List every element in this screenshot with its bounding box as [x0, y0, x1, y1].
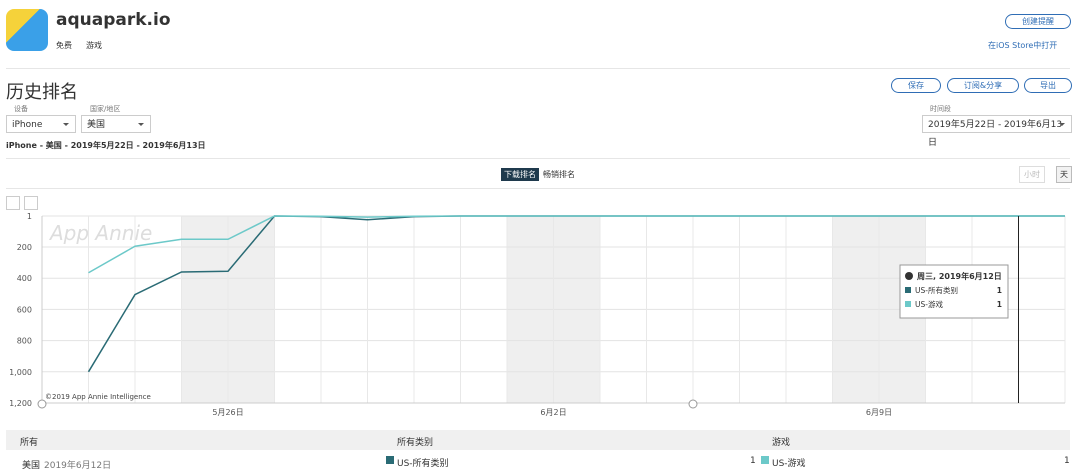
- y-tick-label: 800: [17, 337, 32, 346]
- chart: App Annie 1 200 400 600 800 1,000 1,200 5月26日 6月2…: [9, 212, 1066, 417]
- date-cell: 2019年6月12日: [44, 461, 112, 471]
- divider: [6, 158, 1070, 159]
- device-select[interactable]: iPhone: [6, 115, 76, 133]
- export-button[interactable]: 导出: [1024, 78, 1072, 93]
- tooltip-series: US-所有类别: [915, 285, 958, 295]
- value-cell: 1: [1064, 456, 1070, 466]
- tooltip-swatch: [905, 301, 911, 307]
- app-icon: [6, 9, 48, 51]
- alert-button[interactable]: 创建提醒: [1005, 14, 1071, 29]
- watermark: App Annie: [48, 221, 152, 245]
- divider: [6, 188, 1070, 189]
- genre: 游戏: [86, 41, 102, 50]
- share-button[interactable]: 订阅&分享: [947, 78, 1019, 93]
- granularity-option[interactable]: 天: [1056, 166, 1072, 183]
- y-tick-label: 1,200: [9, 399, 32, 408]
- tooltip-value: 1: [997, 300, 1002, 309]
- tooltip-series: US-游戏: [915, 299, 943, 309]
- tooltip: [899, 264, 1009, 319]
- zoom-button[interactable]: [24, 196, 38, 210]
- y-tick-label: 600: [17, 305, 32, 314]
- country-label: 国家/地区: [90, 105, 121, 113]
- table-header-cell: 游戏: [772, 438, 791, 448]
- country-cell: 美国: [22, 461, 41, 471]
- divider: [6, 68, 1070, 69]
- tooltip-swatch: [905, 287, 911, 293]
- reset-button[interactable]: [6, 196, 20, 210]
- y-tick-label: 200: [17, 243, 32, 252]
- value-cell: 1: [750, 456, 756, 466]
- tooltip-icon: [905, 272, 913, 280]
- x-tick-label: 6月2日: [540, 408, 566, 417]
- swatch: [386, 456, 394, 464]
- page-title: 历史排名: [6, 82, 78, 103]
- app-name: aquapark.io: [56, 10, 171, 30]
- table-header: [6, 430, 1070, 450]
- device-label: 设备: [14, 105, 28, 113]
- price: 免费: [56, 41, 72, 50]
- x-tick-label: 6月9日: [866, 408, 892, 417]
- tab-active[interactable]: 下载排名: [501, 168, 539, 181]
- x-tick-label: 5月26日: [212, 408, 243, 417]
- country-select[interactable]: 美国: [81, 115, 151, 133]
- tooltip-value: 1: [997, 286, 1002, 295]
- swatch: [761, 456, 769, 464]
- series-cell: US-所有类别: [397, 459, 449, 469]
- save-button[interactable]: 保存: [891, 78, 941, 93]
- granularity-option[interactable]: 小时: [1019, 166, 1045, 183]
- tab[interactable]: 畅销排名: [543, 170, 575, 179]
- navigator-handle: [688, 399, 698, 409]
- y-tick-label: 400: [17, 274, 32, 283]
- y-tick-label: 1: [27, 212, 32, 221]
- period-select[interactable]: 2019年5月22日 - 2019年6月13日: [922, 115, 1072, 148]
- table-header-cell: 所有: [20, 438, 39, 448]
- navigator-handle: [37, 399, 47, 409]
- credit: ©2019 App Annie Intelligence: [45, 393, 151, 401]
- tooltip-title: 周三, 2019年6月12日: [917, 271, 1002, 281]
- summary: iPhone - 美国 - 2019年5月22日 - 2019年6月13日: [6, 141, 206, 150]
- period-label: 时间段: [930, 105, 951, 113]
- y-tick-label: 1,000: [9, 368, 32, 377]
- store-link[interactable]: 在iOS Store中打开: [988, 41, 1058, 50]
- table-header-cell: 所有类别: [397, 438, 434, 448]
- series-cell: US-游戏: [772, 459, 806, 469]
- series-line: [88, 215, 1065, 274]
